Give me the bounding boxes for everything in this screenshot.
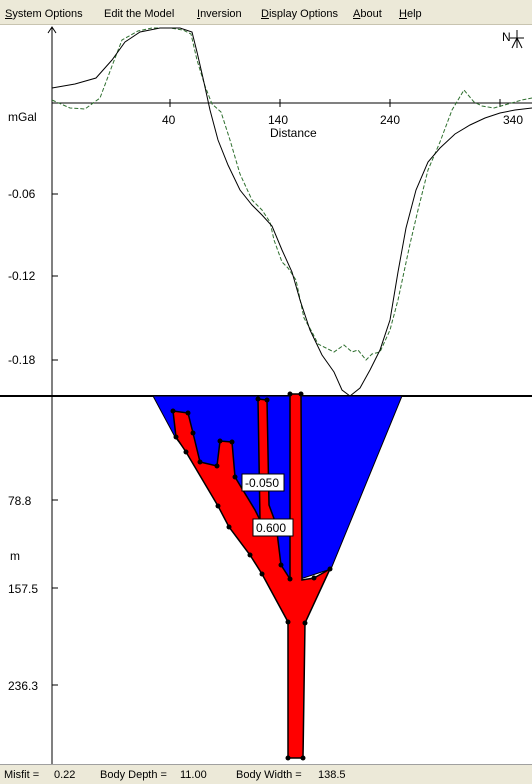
- misfit-label: Misfit =: [4, 769, 40, 781]
- menu-label: elp: [406, 8, 422, 20]
- x-tick-label: 340: [503, 113, 523, 127]
- body-vertices[interactable]: [170, 391, 333, 761]
- x-tick-label: 140: [268, 113, 288, 127]
- menu-accelerator: I: [197, 8, 201, 20]
- y-tick-label: -0.18: [8, 353, 36, 367]
- menu-bar: System Options Edit the Model Inversion …: [0, 0, 532, 25]
- menu-label: isplay Options: [268, 8, 339, 20]
- north-arrow-icon: [510, 30, 524, 49]
- menu-help[interactable]: Help: [399, 8, 422, 20]
- menu-edit-model[interactable]: Edit the Model: [104, 8, 174, 20]
- density-label: -0.050: [245, 476, 279, 490]
- menu-label: bout: [360, 8, 382, 20]
- depth-tick-label: 157.5: [8, 582, 38, 596]
- menu-accelerator: H: [399, 8, 407, 20]
- menu-label: Edit the Model: [104, 8, 175, 20]
- body-depth-label: Body Depth =: [100, 769, 167, 781]
- menu-accelerator: S: [5, 8, 13, 20]
- menu-accelerator: D: [261, 8, 269, 20]
- body-depth-value: 11.00: [180, 769, 207, 781]
- menu-system-options[interactable]: System Options: [5, 8, 83, 20]
- density-label: 0.600: [256, 521, 286, 535]
- x-tick-label: 40: [162, 113, 176, 127]
- x-axis-title: Distance: [270, 126, 317, 140]
- calculated-gravity-curve: [51, 27, 532, 397]
- north-label: N: [502, 30, 511, 44]
- y-axis-unit: mGal: [8, 110, 37, 124]
- menu-label: nversion: [200, 8, 242, 20]
- density-label-box: [241, 473, 285, 492]
- menu-accelerator: A: [353, 8, 361, 20]
- density-label-box: [252, 518, 294, 537]
- body-width-value: 138.5: [318, 769, 346, 781]
- depth-tick-label: 236.3: [8, 679, 38, 693]
- observed-gravity-curve: [51, 27, 532, 361]
- menu-label: ystem Options: [12, 8, 83, 20]
- menu-about[interactable]: About: [353, 8, 382, 20]
- y-tick-label: -0.06: [8, 187, 36, 201]
- menu-display-options[interactable]: Display Options: [261, 8, 338, 20]
- misfit-value: 0.22: [54, 769, 76, 781]
- menu-inversion[interactable]: Inversion: [197, 8, 242, 20]
- y-axis-arrow: [47, 26, 57, 34]
- y-tick-label: -0.12: [8, 269, 36, 283]
- body-width-label: Body Width =: [236, 769, 302, 781]
- status-bar: Misfit = 0.22 Body Depth = 11.00 Body Wi…: [0, 764, 532, 784]
- model-canvas[interactable]: 40 140 240 340 Distance mGal -0.06 -0.12…: [0, 24, 532, 764]
- depth-unit: m: [10, 549, 20, 563]
- depth-tick-label: 78.8: [8, 494, 32, 508]
- x-tick-label: 240: [380, 113, 400, 127]
